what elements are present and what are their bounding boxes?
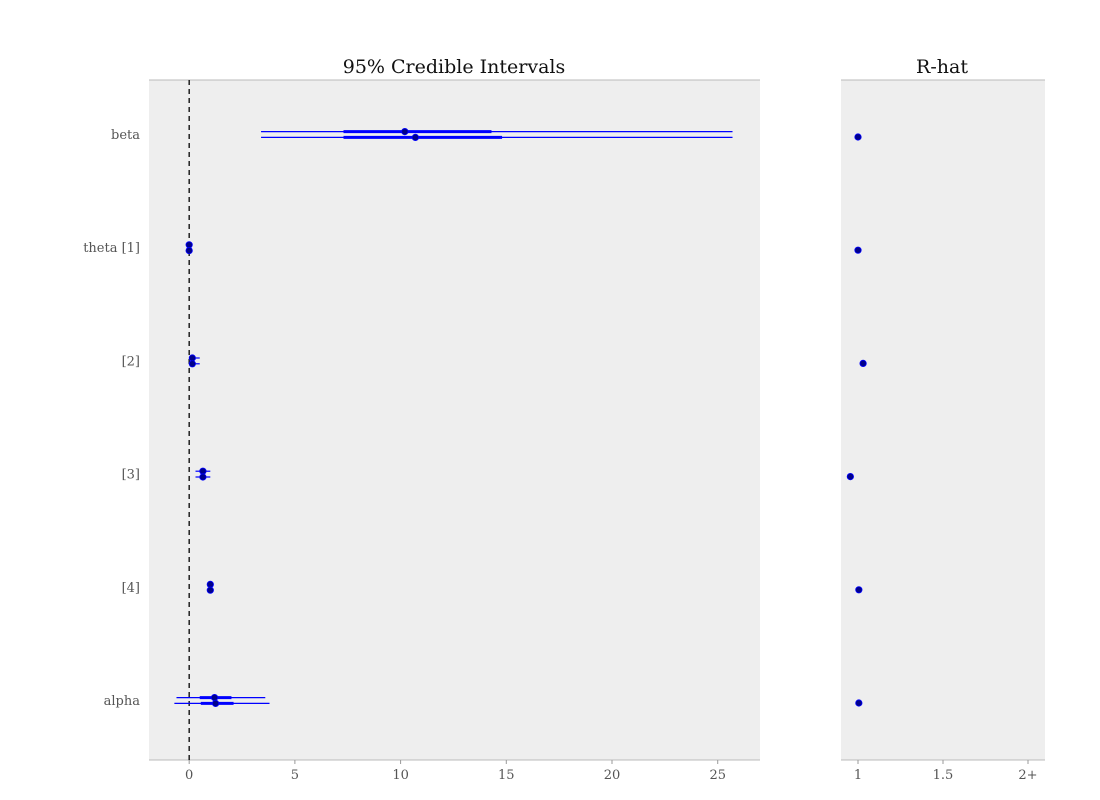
parameter-row-label: [3]: [122, 468, 140, 483]
ci-x-tick-label: 15: [498, 768, 515, 783]
ci-x-tick-label: 20: [604, 768, 621, 783]
ci-row-labels: beta theta [1] [2] [3] [4] alpha: [83, 128, 140, 709]
rhat-point: [855, 699, 863, 707]
parameter-row-label: theta [1]: [83, 241, 140, 256]
median-point: [206, 586, 214, 594]
rhat-x-tick-label: 1: [854, 768, 862, 783]
ci-panel-title: 95% Credible Intervals: [343, 56, 566, 78]
ci-x-tick-label: 25: [709, 768, 726, 783]
rhat-points: [846, 133, 867, 707]
parameter-row-label: [2]: [122, 354, 140, 369]
ci-x-tick-label: 0: [185, 768, 193, 783]
median-point: [199, 473, 207, 481]
rhat-point: [854, 133, 862, 141]
ci-plot-area: [149, 80, 760, 760]
ci-x-tick-label: 5: [291, 768, 299, 783]
rhat-panel-title: R-hat: [916, 56, 968, 78]
rhat-panel: R-hat 1 1.5 2+: [841, 56, 1045, 783]
median-point: [411, 133, 419, 141]
credible-intervals-panel: 95% Credible Intervals 0 5 10 15 20 25 beta th…: [83, 56, 760, 783]
rhat-point: [854, 246, 862, 254]
median-point: [188, 360, 196, 368]
rhat-x-tick-label: 1.5: [933, 768, 954, 783]
rhat-point: [859, 359, 867, 367]
ci-x-tick-label: 10: [392, 768, 409, 783]
median-point: [185, 247, 193, 255]
parameter-row-label: beta: [111, 128, 140, 143]
median-point: [210, 693, 219, 702]
median-point: [401, 128, 409, 136]
rhat-plot-area: [841, 80, 1045, 760]
parameter-row-label: [4]: [122, 581, 140, 596]
rhat-point: [846, 472, 854, 481]
ci-intervals: [174, 128, 733, 708]
ci-x-axis: 0 5 10 15 20 25: [185, 760, 726, 783]
rhat-point: [855, 586, 863, 594]
rhat-x-axis: 1 1.5 2+: [854, 760, 1038, 783]
parameter-row-label: alpha: [104, 694, 141, 709]
median-point: [211, 699, 220, 708]
rhat-x-tick-label: 2+: [1018, 768, 1037, 783]
